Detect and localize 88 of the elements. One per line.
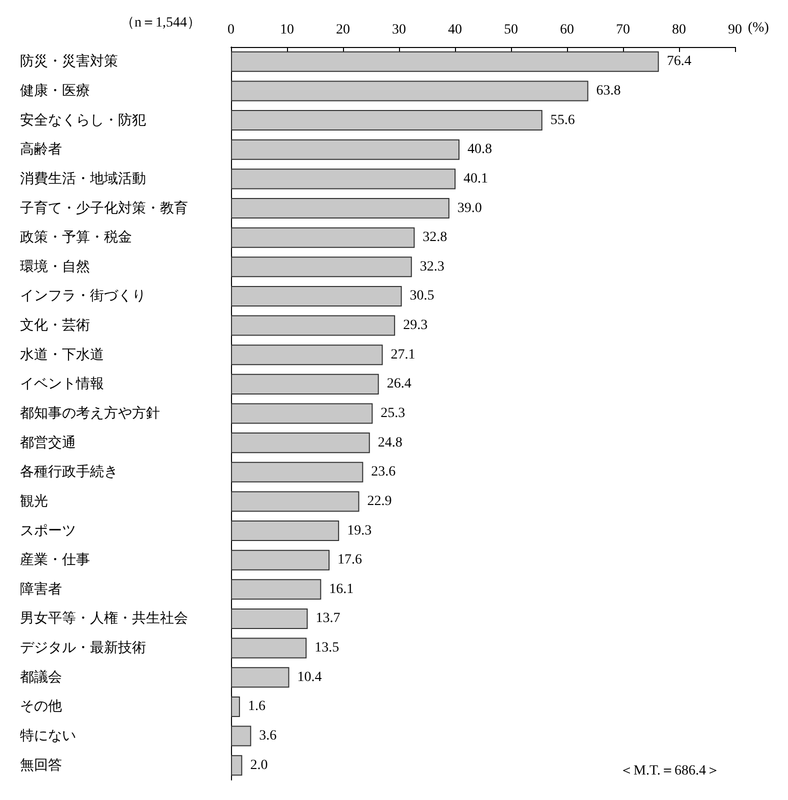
data-label: 39.0 [457, 200, 482, 216]
bar [231, 667, 290, 688]
data-label: 26.4 [386, 376, 412, 392]
bar [231, 579, 322, 600]
bar [231, 696, 240, 717]
bar [231, 198, 450, 219]
x-tick-label: 30 [392, 22, 406, 38]
bar [231, 491, 360, 512]
bar [231, 726, 252, 746]
data-label: 63.8 [596, 83, 621, 98]
bar [231, 520, 340, 542]
data-label: 30.5 [410, 288, 434, 304]
y-tick-label: その他 [20, 698, 62, 715]
bar [231, 755, 242, 776]
data-label: 40.1 [464, 171, 488, 186]
x-tick-label: 0 [228, 22, 234, 38]
bar [231, 403, 373, 424]
data-label: 19.3 [347, 523, 372, 538]
bar [231, 227, 415, 248]
data-label: 25.3 [380, 406, 406, 421]
data-label: 23.6 [371, 464, 396, 480]
y-tick-label: デジタル・最新技術 [20, 640, 146, 656]
text: （n＝1,544） [120, 16, 201, 30]
bar [231, 462, 364, 482]
y-tick-label: 環境・自然 [20, 258, 90, 275]
data-label: 17.6 [338, 552, 362, 568]
x-tick-label: 70 [616, 22, 630, 38]
bar [231, 344, 383, 366]
y-tick-label: 産業・仕事 [20, 552, 90, 568]
bar [231, 110, 542, 131]
data-label: 76.4 [666, 54, 692, 70]
y-tick-label: 観光 [20, 493, 48, 510]
bar [231, 550, 330, 570]
data-label: 2.0 [250, 758, 268, 773]
data-label: 29.3 [403, 318, 428, 334]
data-label: 22.9 [367, 494, 392, 509]
data-label: 40.8 [467, 142, 492, 158]
bar [231, 315, 396, 336]
bar [231, 608, 308, 629]
bar [231, 638, 307, 658]
y-tick-label: 安全なくらし・防犯 [20, 112, 146, 128]
x-tick-label: 80 [672, 22, 686, 38]
data-label: 32.8 [422, 230, 448, 246]
x-tick-label: 50 [504, 22, 518, 38]
y-tick-label: 都知事の考え方や方針 [20, 406, 160, 422]
y-tick-label: イベント情報 [20, 376, 104, 392]
data-label: 27.1 [390, 347, 416, 362]
x-tick-label: 10 [280, 22, 294, 38]
data-label: 16.1 [329, 582, 354, 597]
y-tick-label: 文化・芸術 [20, 318, 90, 334]
data-label: 13.7 [316, 611, 340, 626]
data-label: 32.3 [420, 259, 444, 274]
data-label: 13.5 [314, 640, 340, 656]
bar [231, 374, 379, 394]
data-label: 1.6 [248, 699, 266, 714]
x-tick-label: 60 [560, 22, 574, 38]
y-tick-label: 子育て・少子化対策・教育 [20, 199, 188, 216]
y-tick-label: 政策・予算・税金 [20, 230, 132, 246]
x-tick-label: 20 [336, 22, 350, 38]
y-tick-label: スポーツ [20, 522, 76, 539]
x-tick-label: 40 [448, 22, 462, 38]
bar [231, 432, 370, 454]
bar [231, 168, 456, 190]
y-tick-label: 健康・医療 [20, 82, 90, 99]
y-tick-label: 都議会 [20, 669, 62, 686]
data-label: 24.8 [378, 435, 402, 450]
y-tick-label: 消費生活・地域活動 [20, 170, 146, 187]
bar [231, 139, 460, 160]
y-tick-label: 水道・下水道 [20, 346, 104, 363]
y-tick-label: 各種行政手続き [20, 464, 118, 480]
bar [231, 51, 659, 72]
data-label: 3.6 [259, 728, 277, 744]
x-tick-label: 90 [728, 22, 742, 38]
y-tick-label: 防災・災害対策 [20, 54, 118, 70]
y-tick-label: 男女平等・人権・共生社会 [20, 610, 188, 627]
bar [231, 256, 412, 278]
y-tick-label: インフラ・街づくり [20, 288, 146, 304]
y-tick-label: 高齢者 [20, 142, 62, 158]
y-tick-label: 都営交通 [20, 434, 76, 451]
data-label: 55.6 [550, 112, 575, 128]
y-tick-label: 無回答 [20, 757, 62, 774]
x-axis-title: (%) [748, 20, 770, 36]
y-tick-label: 特にない [20, 728, 76, 744]
annotation: ＜M.T.＝686.4＞ [620, 764, 720, 778]
bar [231, 286, 402, 306]
bar [231, 80, 588, 102]
y-tick-label: 障害者 [20, 581, 62, 598]
data-label: 10.4 [297, 670, 322, 685]
